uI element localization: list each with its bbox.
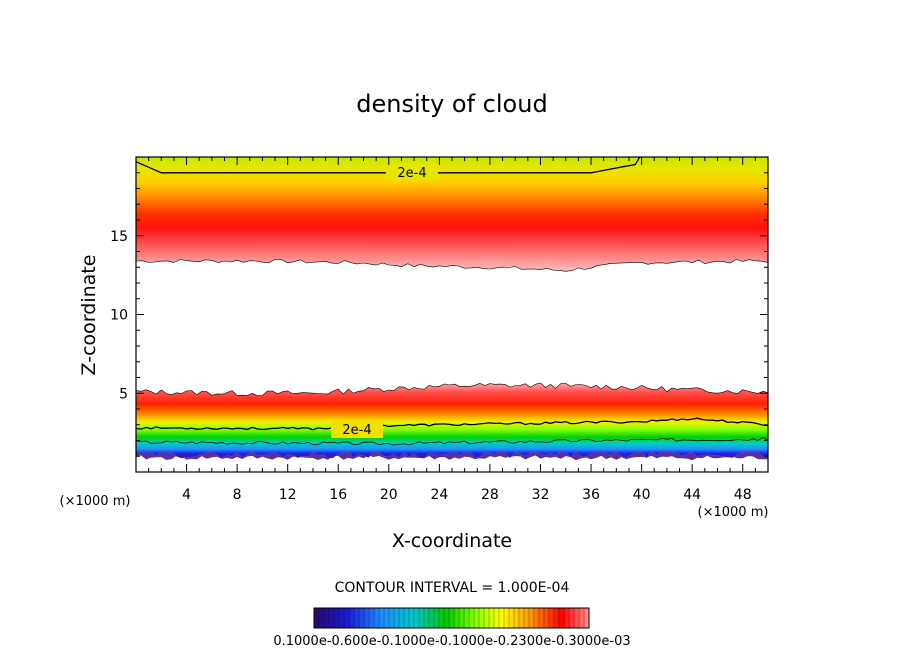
x-axis-unit-left: (×1000 m) bbox=[60, 494, 131, 509]
contour-label-lower: 2e-4 bbox=[342, 423, 371, 438]
lower-cloud-layer bbox=[136, 383, 768, 459]
x-tick-label: 40 bbox=[633, 487, 651, 503]
x-tick-label: 4 bbox=[182, 487, 191, 503]
x-tick-label: 44 bbox=[683, 487, 701, 503]
x-tick-label: 16 bbox=[329, 487, 347, 503]
x-tick-label: 12 bbox=[279, 487, 297, 503]
colorbar-labels: 0.1000e-0.600e-0.1000e-0.1000e-0.2300e-0… bbox=[273, 634, 630, 649]
colorbar bbox=[313, 607, 590, 629]
x-axis-label: X-coordinate bbox=[392, 530, 512, 552]
contour-interval-label: CONTOUR INTERVAL = 1.000E-04 bbox=[335, 580, 570, 596]
lower-contour-line bbox=[136, 417, 768, 431]
upper-cloud-layer bbox=[136, 157, 768, 272]
x-tick-label: 48 bbox=[734, 487, 752, 503]
x-tick-label: 24 bbox=[430, 487, 448, 503]
x-tick-label: 20 bbox=[380, 487, 398, 503]
lower-layer-edge bbox=[136, 382, 768, 396]
colorbar-stripes bbox=[318, 608, 585, 628]
x-tick-label: 28 bbox=[481, 487, 499, 503]
contour-label-upper: 2e-4 bbox=[397, 166, 426, 181]
x-tick-label: 8 bbox=[233, 487, 242, 503]
y-axis-label: Z-coordinate bbox=[78, 255, 100, 376]
x-axis-unit-right: (×1000 m) bbox=[698, 505, 769, 520]
y-tick-label: 15 bbox=[110, 229, 128, 245]
y-tick-label: 10 bbox=[110, 308, 128, 324]
y-tick-label: 5 bbox=[119, 386, 128, 402]
contour-label-bg-lower bbox=[331, 422, 383, 438]
upper-layer-edge bbox=[136, 259, 768, 272]
chart-title: density of cloud bbox=[356, 90, 547, 118]
lower-contour-line-secondary bbox=[136, 436, 768, 446]
x-tick-label: 32 bbox=[532, 487, 550, 503]
x-tick-label: 36 bbox=[582, 487, 600, 503]
contour-label-bg-upper bbox=[386, 164, 438, 180]
lower-layer-base bbox=[136, 451, 768, 461]
